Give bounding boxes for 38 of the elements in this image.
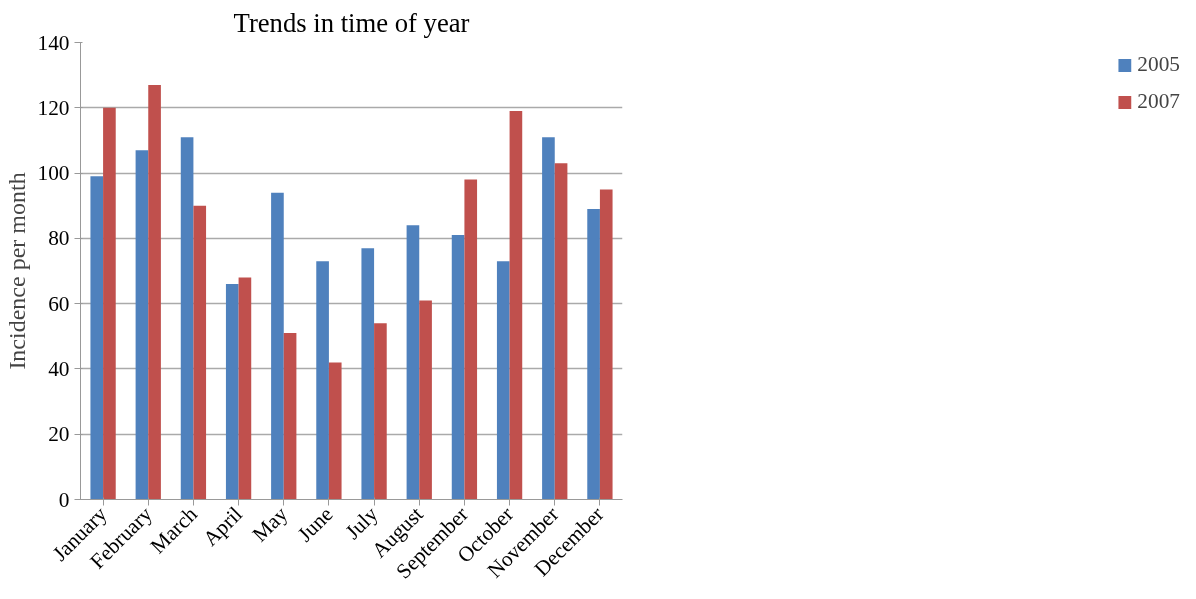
y-tick-label: 20	[48, 422, 70, 447]
bar	[328, 362, 342, 500]
bar	[406, 225, 420, 500]
bar	[90, 176, 104, 500]
bar	[361, 248, 375, 500]
bar	[180, 137, 194, 500]
y-tick-label: 100	[37, 161, 70, 186]
bar	[587, 208, 600, 500]
bar	[316, 261, 329, 500]
bar	[283, 333, 297, 500]
x-tick-label: June	[292, 502, 338, 547]
bar	[464, 179, 478, 500]
bar	[135, 150, 149, 500]
y-tick-label: 60	[48, 291, 70, 316]
bar	[451, 235, 465, 500]
bar	[599, 189, 613, 500]
bar	[225, 284, 239, 500]
bar	[542, 137, 555, 500]
bar	[496, 261, 510, 500]
bar	[509, 111, 523, 500]
legend-label: 2005	[1137, 52, 1180, 77]
bar	[193, 205, 207, 500]
y-tick-label: 80	[48, 226, 70, 251]
bar	[419, 300, 432, 500]
bar	[238, 277, 252, 500]
chart-title: Trends in time of year	[233, 7, 470, 38]
y-tick-label: 120	[37, 95, 70, 120]
bar	[374, 323, 387, 500]
y-tick-label: 140	[37, 30, 70, 55]
x-tick-label: May	[247, 501, 293, 547]
bar	[271, 192, 284, 500]
y-tick-label: 40	[48, 356, 70, 381]
y-tick-label: 0	[58, 487, 70, 512]
bar	[103, 107, 116, 500]
legend-label: 2007	[1137, 89, 1180, 114]
bar	[148, 84, 161, 500]
bar	[554, 163, 568, 500]
y-axis-title: Incidence per month	[3, 172, 30, 370]
